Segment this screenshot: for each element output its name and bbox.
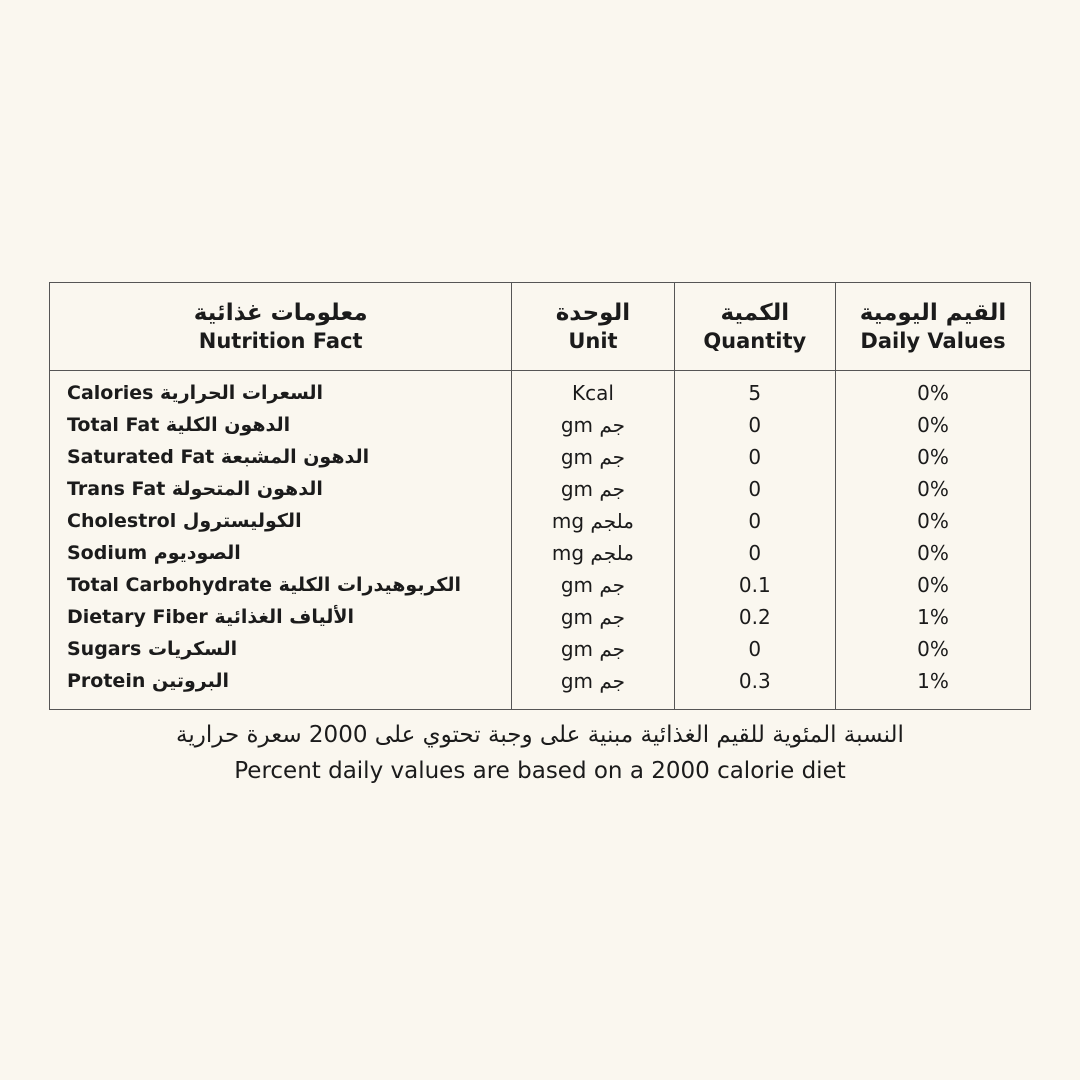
header-arabic: الكمية	[720, 299, 790, 326]
quantity: 0.2	[673, 601, 837, 633]
quantity: 0	[673, 441, 837, 473]
table-row: Dietary Fiber الألياف الغذائية gm جم 0.2 1%	[48, 601, 1031, 633]
table-row: Calories السعرات الحرارية Kcal 5 0%	[48, 370, 1031, 409]
nutrition-table: معلومات غذائية Nutrition Fact الوحدة Unit ال…	[48, 282, 1031, 710]
nutrient: Calories السعرات الحرارية	[48, 370, 513, 409]
quantity: 0.1	[673, 569, 837, 601]
header-cell: معلومات غذائية Nutrition Fact	[48, 282, 513, 371]
quantity: 0	[673, 633, 837, 665]
table-row: Trans Fat الدهون المتحولة gm جم 0 0%	[48, 473, 1031, 505]
table-row: Total Fat الدهون الكلية gm جم 0 0%	[48, 409, 1031, 441]
quantity: 0	[673, 473, 837, 505]
table-row: Total Carbohydrate الكربوهيدرات الكلية gm…	[48, 569, 1031, 601]
nutrient: Cholestrol الكوليسترول	[48, 505, 513, 537]
header-english: Unit	[568, 328, 618, 353]
nutrient: Dietary Fiber الألياف الغذائية	[48, 601, 513, 633]
footer-arabic: النسبة المئوية للقيم الغذائية مبنية على …	[176, 722, 904, 748]
quantity: 0.3	[673, 665, 837, 710]
unit: mg ملجم	[511, 505, 675, 537]
nutrient: Sodium الصوديوم	[48, 537, 513, 569]
daily-value: 1%	[835, 665, 1031, 710]
header-arabic: القيم اليومية	[859, 299, 1007, 326]
daily-value: 0%	[835, 409, 1031, 441]
table-row: Sugars السكريات gm جم 0 0%	[48, 633, 1031, 665]
unit: gm جم	[511, 441, 675, 473]
unit: gm جم	[511, 569, 675, 601]
nutrient: Total Fat الدهون الكلية	[48, 409, 513, 441]
nutrient: Trans Fat الدهون المتحولة	[48, 473, 513, 505]
header-row: معلومات غذائية Nutrition Fact الوحدة Unit ال…	[48, 282, 1031, 371]
daily-value: 0%	[835, 505, 1031, 537]
quantity: 0	[673, 537, 837, 569]
nutrient: Total Carbohydrate الكربوهيدرات الكلية	[48, 569, 513, 601]
nutrient: Protein البروتين	[48, 665, 513, 710]
header-cell: الوحدة Unit	[511, 282, 675, 371]
unit: gm جم	[511, 633, 675, 665]
quantity: 0	[673, 409, 837, 441]
unit: gm جم	[511, 665, 675, 710]
table-row: Sodium الصوديوم mg ملجم 0 0%	[48, 537, 1031, 569]
header-english: Nutrition Fact	[198, 328, 363, 353]
table-row: Saturated Fat الدهون المشبعة gm جم 0 0%	[48, 441, 1031, 473]
unit: gm جم	[511, 409, 675, 441]
daily-value: 1%	[835, 601, 1031, 633]
nutrient: Saturated Fat الدهون المشبعة	[48, 441, 513, 473]
header-cell: القيم اليومية Daily Values	[835, 282, 1031, 371]
header-arabic: الوحدة	[555, 299, 631, 326]
daily-value: 0%	[835, 633, 1031, 665]
unit: gm جم	[511, 601, 675, 633]
quantity: 5	[673, 370, 837, 409]
daily-value: 0%	[835, 537, 1031, 569]
quantity: 0	[673, 505, 837, 537]
footer-english: Percent daily values are based on a 2000…	[234, 758, 846, 784]
daily-value: 0%	[835, 473, 1031, 505]
header-english: Daily Values	[860, 328, 1006, 353]
daily-value: 0%	[835, 370, 1031, 409]
table-row: Protein البروتين gm جم 0.3 1%	[48, 665, 1031, 710]
nutrient: Sugars السكريات	[48, 633, 513, 665]
unit: gm جم	[511, 473, 675, 505]
unit: mg ملجم	[511, 537, 675, 569]
header-english: Quantity	[703, 328, 807, 353]
table-row: Cholestrol الكوليسترول mg ملجم 0 0%	[48, 505, 1031, 537]
daily-value: 0%	[835, 441, 1031, 473]
table-body: Calories السعرات الحرارية Kcal 5 0% Total Fa…	[48, 370, 1031, 710]
daily-value: 0%	[835, 569, 1031, 601]
header-cell: الكمية Quantity	[673, 282, 837, 371]
unit: Kcal	[511, 370, 675, 409]
header-arabic: معلومات غذائية	[193, 299, 368, 326]
